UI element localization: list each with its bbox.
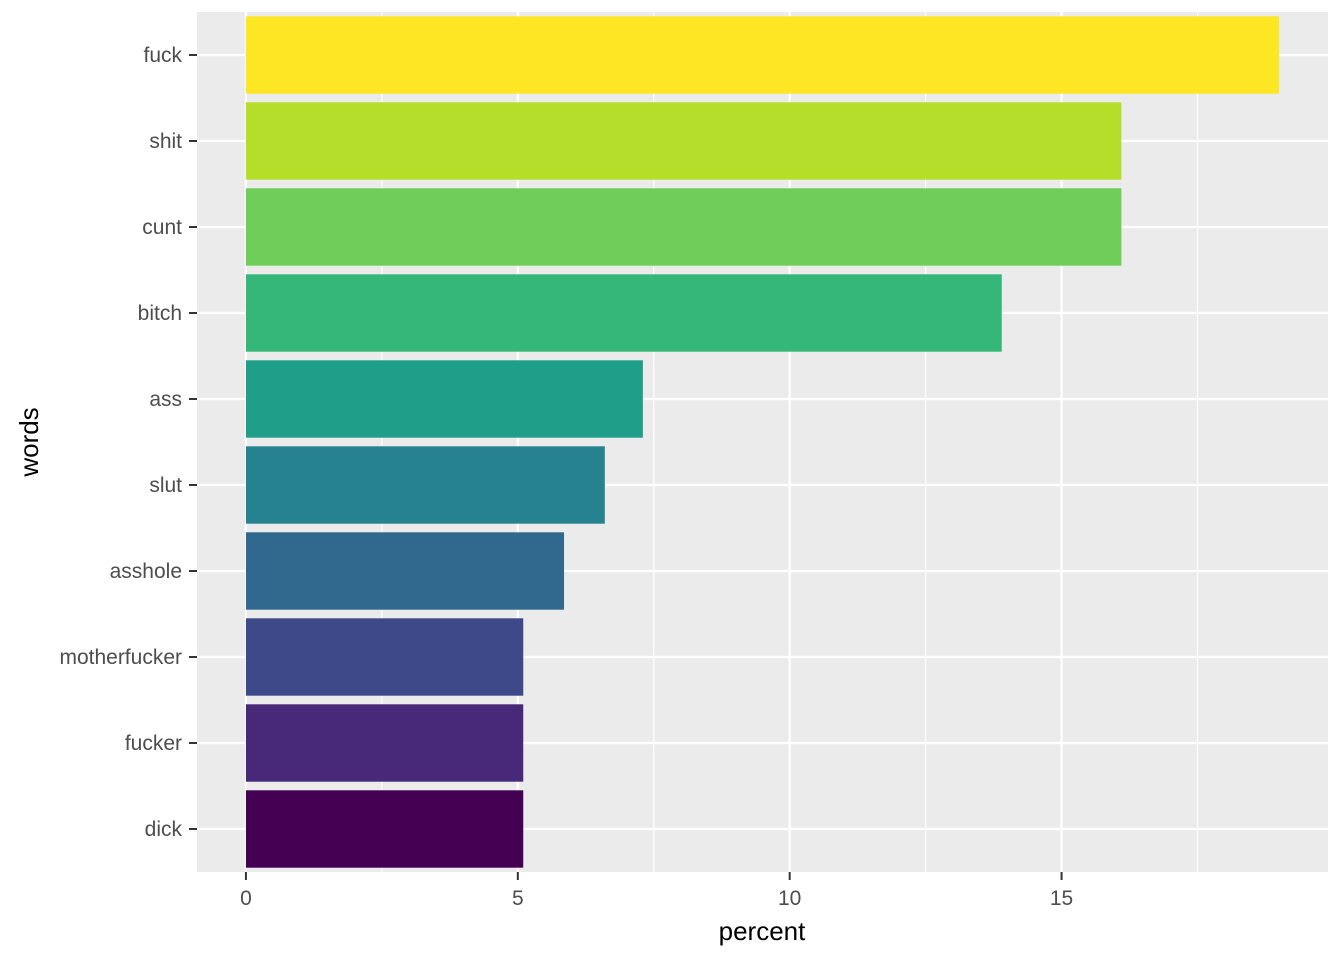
bars [245,16,1280,868]
y-tick-label-ass: ass [149,388,182,411]
x-tick-label: 5 [512,887,524,910]
bar-fuck [245,16,1280,94]
y-tick-label-cunt: cunt [142,216,182,239]
bar-asshole [245,532,565,610]
y-tick-label-asshole: asshole [110,560,182,583]
y-tick-label-fuck: fuck [143,44,182,67]
y-tick-label-shit: shit [149,130,182,153]
x-axis: 0 5 10 15 [240,872,1073,910]
bar-dick [245,790,524,868]
bar-slut [245,446,605,524]
bar-cunt [245,188,1122,266]
y-tick-label-dick: dick [145,818,183,841]
y-axis-title: words [14,407,44,477]
x-tick-label: 15 [1050,887,1073,910]
x-tick-label: 0 [240,887,252,910]
x-tick-label: 10 [778,887,801,910]
x-axis-title: percent [719,916,806,946]
bar-ass [245,360,643,438]
y-axis: fuck shit cunt bitch ass slut asshole motherfuc… [59,44,197,841]
y-tick-label-bitch: bitch [138,302,182,325]
y-tick-label-fucker: fucker [125,732,182,755]
y-tick-label-slut: slut [149,474,182,497]
bar-motherfucker [245,618,524,696]
bar-shit [245,102,1122,180]
bar-fucker [245,704,524,782]
bar-bitch [245,274,1002,352]
y-tick-label-motherfucker: motherfucker [59,646,182,669]
